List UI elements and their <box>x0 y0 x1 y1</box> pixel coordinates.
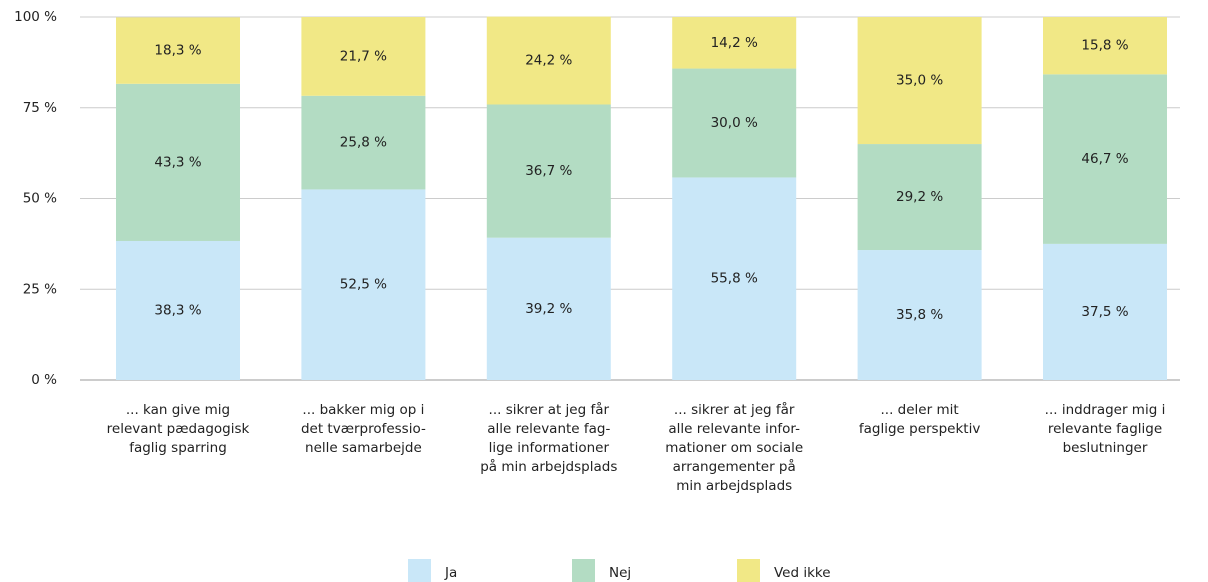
y-tick-label: 0 % <box>31 372 57 388</box>
y-tick-label: 25 % <box>23 281 57 297</box>
data-label: 52,5 % <box>340 277 387 293</box>
bar-segment <box>116 83 240 241</box>
bar-segment <box>116 17 240 84</box>
y-tick-label: 50 % <box>23 191 57 207</box>
legend-swatch <box>737 559 760 582</box>
bar-segment <box>672 17 797 69</box>
legend-swatch <box>408 559 431 582</box>
bar-segment <box>857 144 982 251</box>
x-tick-label: ... deler mit faglige perspektiv <box>859 402 980 437</box>
bar-segment <box>672 68 797 178</box>
data-label: 43,3 % <box>154 154 201 170</box>
legend-label: Nej <box>609 565 631 581</box>
legend-label: Ja <box>444 565 457 581</box>
data-label: 15,8 % <box>1081 38 1128 54</box>
data-label: 37,5 % <box>1081 304 1128 320</box>
data-label: 21,7 % <box>340 48 387 64</box>
bar-segment <box>486 16 611 105</box>
x-tick-label: ... kan give mig relevant pædagogisk fagli… <box>107 402 250 456</box>
data-label: 35,8 % <box>896 307 943 323</box>
bar-segment <box>486 104 611 238</box>
bar-segment <box>301 17 426 96</box>
y-tick-label: 75 % <box>23 100 57 116</box>
bar-segment <box>672 177 797 380</box>
x-tick-label: ... sikrer at jeg får alle relevante info… <box>665 401 803 494</box>
bar-segment <box>486 237 611 380</box>
x-tick-label: ... inddrager mig i relevante faglige besl… <box>1045 402 1166 456</box>
x-tick-label: ... bakker mig op i det tværprofessio-nel… <box>301 402 426 456</box>
legend-label: Ved ikke <box>774 565 831 581</box>
data-label: 25,8 % <box>340 135 387 151</box>
data-label: 30,0 % <box>711 115 758 131</box>
legend-swatch <box>572 559 595 582</box>
data-label: 46,7 % <box>1081 151 1128 167</box>
y-tick-label: 100 % <box>14 9 57 25</box>
bar-segment <box>857 250 982 380</box>
data-label: 55,8 % <box>711 271 758 287</box>
bar-segment <box>857 17 982 145</box>
data-label: 39,2 % <box>525 301 572 317</box>
data-label: 24,2 % <box>525 53 572 69</box>
bar-segment <box>1043 17 1167 75</box>
bar-segment <box>301 189 426 380</box>
data-label: 29,2 % <box>896 189 943 205</box>
bar-segment <box>301 95 426 190</box>
data-label: 14,2 % <box>711 35 758 51</box>
bar-segment <box>116 240 240 380</box>
data-label: 36,7 % <box>525 163 572 179</box>
x-tick-label: ... sikrer at jeg får alle relevante fag-… <box>480 401 617 475</box>
bar-segment <box>1043 243 1167 380</box>
data-label: 18,3 % <box>154 43 201 59</box>
data-label: 35,0 % <box>896 73 943 89</box>
data-label: 38,3 % <box>154 302 201 318</box>
bar-segment <box>1043 74 1167 244</box>
